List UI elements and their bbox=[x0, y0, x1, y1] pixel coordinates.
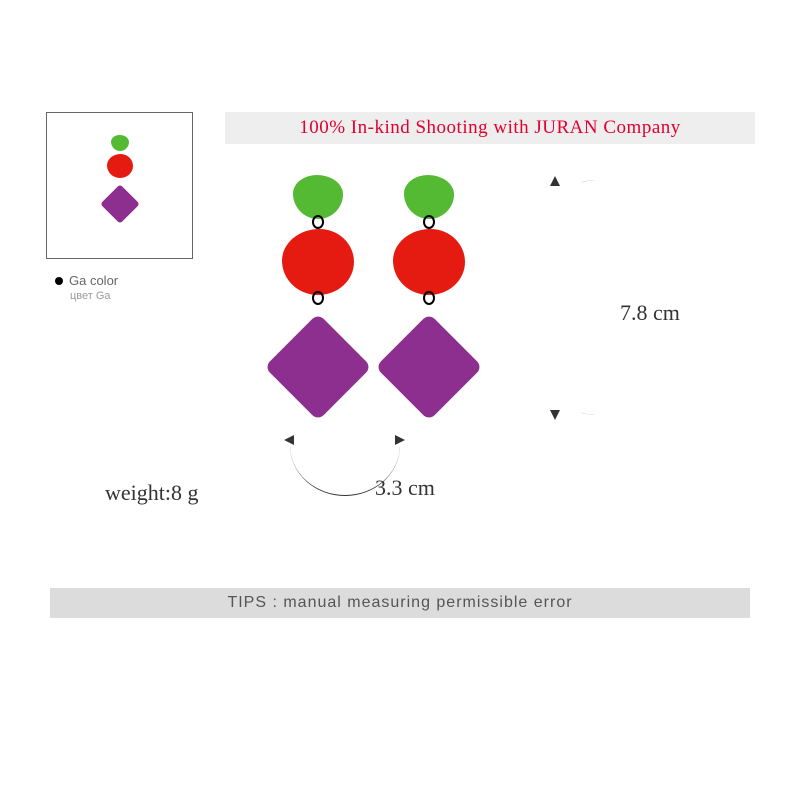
connector-ring-icon bbox=[423, 291, 435, 305]
swatch-row: Ga color bbox=[55, 273, 118, 288]
thumb-purple-piece bbox=[100, 184, 140, 224]
arrow-down-icon bbox=[550, 410, 560, 420]
color-thumbnail-box bbox=[46, 112, 193, 259]
red-piece bbox=[282, 229, 354, 295]
connector-ring-icon bbox=[312, 291, 324, 305]
height-bracket-icon bbox=[525, 180, 666, 415]
arrow-right-icon bbox=[395, 435, 405, 445]
height-dimension: 7.8 cm bbox=[620, 300, 680, 326]
purple-piece bbox=[375, 313, 482, 420]
green-piece bbox=[404, 175, 454, 219]
swatch-sublabel: цвет Ga bbox=[70, 290, 111, 302]
earring-left bbox=[280, 175, 356, 405]
connector-ring-icon bbox=[423, 215, 435, 229]
earring-right bbox=[391, 175, 467, 405]
arrow-up-icon bbox=[550, 176, 560, 186]
width-dimension: 3.3 cm bbox=[375, 475, 435, 501]
product-image bbox=[280, 175, 467, 405]
green-piece bbox=[293, 175, 343, 219]
purple-piece bbox=[264, 313, 371, 420]
banner: 100% In-kind Shooting with JURAN Company bbox=[225, 112, 755, 144]
connector-ring-icon bbox=[312, 215, 324, 229]
swatch-label: Ga color bbox=[69, 273, 118, 288]
thumb-green-piece bbox=[111, 135, 129, 151]
weight-label: weight:8 g bbox=[105, 480, 199, 506]
red-piece bbox=[393, 229, 465, 295]
thumbnail-earring bbox=[106, 135, 134, 218]
tips-bar: TIPS : manual measuring permissible erro… bbox=[50, 588, 750, 618]
swatch-dot-icon bbox=[55, 277, 63, 285]
thumb-red-piece bbox=[107, 154, 133, 178]
arrow-left-icon bbox=[284, 435, 294, 445]
